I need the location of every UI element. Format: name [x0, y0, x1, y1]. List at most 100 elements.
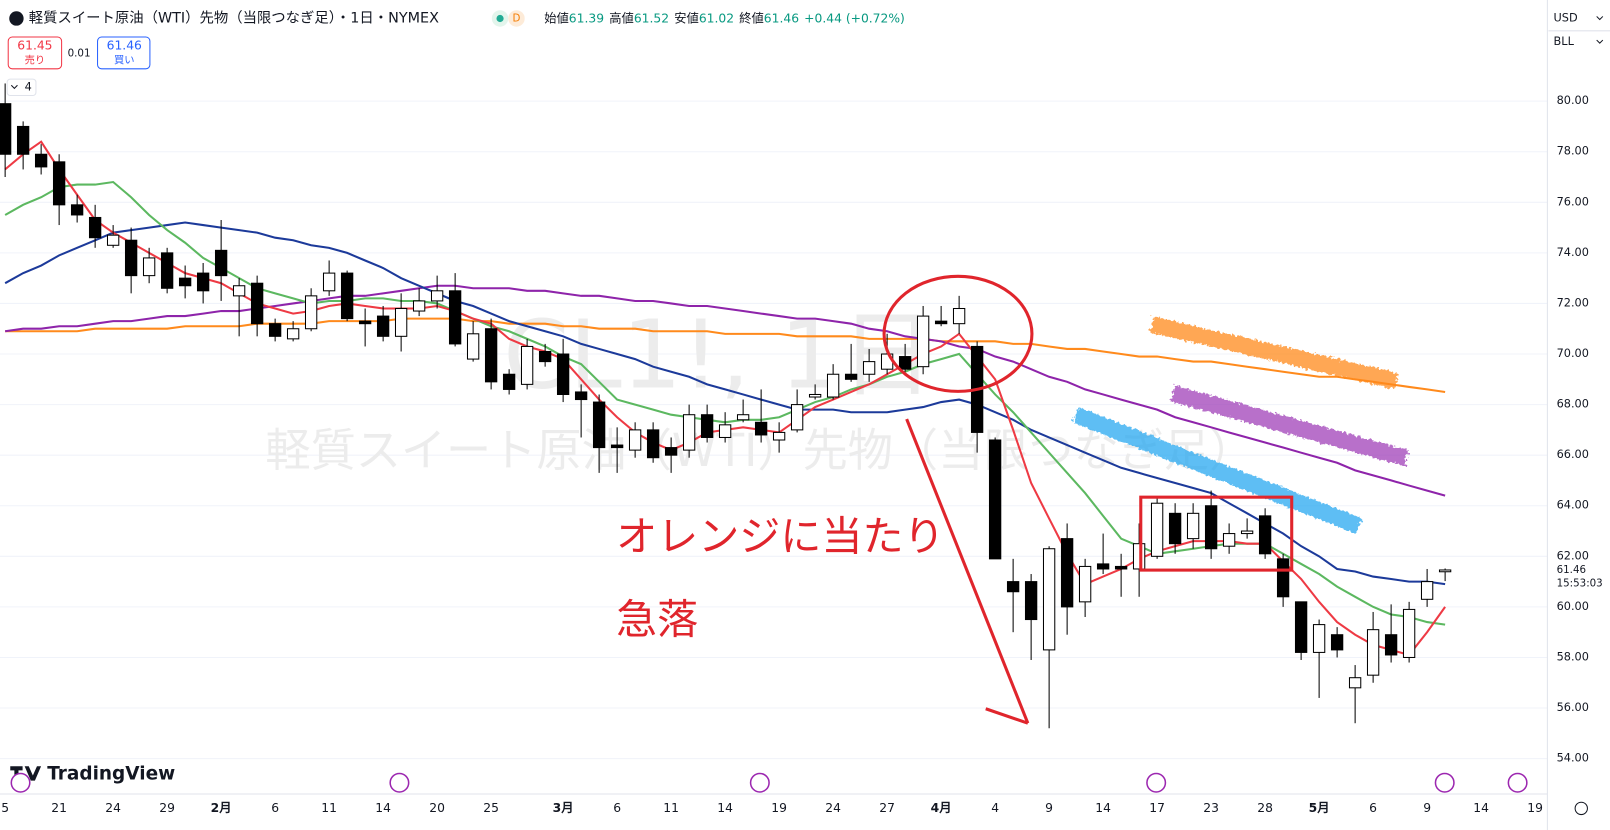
candle-body	[1312, 624, 1326, 653]
x-tick-label: 4	[991, 801, 999, 815]
event-icon[interactable]	[1146, 772, 1167, 793]
plot	[0, 83, 1452, 729]
currency[interactable]: USD	[1554, 11, 1578, 24]
candle-body	[592, 401, 606, 449]
symbol-title[interactable]: 軽質スイート原油（WTI）先物（当限つなぎ足）・1日・NYMEX	[29, 8, 439, 26]
candle-body	[484, 328, 498, 383]
y-tick-label: 76.00	[1557, 195, 1589, 208]
x-tick-label: 19	[771, 801, 787, 815]
event-icon[interactable]	[10, 772, 31, 793]
candle-body	[1168, 512, 1182, 545]
candle-body	[1402, 608, 1416, 658]
x-tick-label: 25	[483, 801, 499, 815]
ohlc-value: 61.39	[569, 11, 604, 25]
candle-body	[142, 257, 156, 277]
ohlc-value: 61.46	[764, 11, 799, 25]
candle-body	[70, 204, 84, 216]
candle-body	[52, 161, 66, 206]
candle-body	[898, 356, 912, 370]
x-tick-label: 9	[1423, 801, 1431, 815]
x-tick-label: 2月	[211, 801, 232, 815]
event-icon[interactable]	[749, 772, 770, 793]
ohlc-label: 終値	[739, 10, 764, 25]
candle-body	[340, 272, 354, 320]
candle-body	[0, 103, 12, 155]
y-tick-label: 70.00	[1557, 347, 1589, 360]
candle-body	[538, 350, 552, 363]
ohlc-value: 61.02	[699, 11, 734, 25]
x-tick-label: 6	[613, 801, 621, 815]
candle-body	[1384, 634, 1398, 656]
candle-body	[664, 447, 678, 456]
settings-icon[interactable]	[1574, 801, 1588, 816]
candle-body	[700, 414, 714, 438]
candle-body	[1006, 581, 1020, 593]
ohlc-value: 61.52	[634, 11, 669, 25]
x-tick-label: 24	[825, 801, 841, 815]
unit[interactable]: BLL	[1554, 35, 1575, 48]
candle-body	[322, 272, 336, 292]
delay-badge[interactable]	[508, 10, 525, 27]
event-icon[interactable]	[1434, 772, 1455, 793]
moving-average	[5, 317, 1446, 393]
candle-body	[1258, 515, 1272, 555]
candle-body	[358, 320, 372, 325]
x-tick-label: 27	[879, 801, 895, 815]
candle-body	[430, 290, 444, 302]
candle-body	[826, 373, 840, 398]
brush-purple	[1170, 385, 1409, 467]
ohlc-change: +0.44 (+0.72%)	[804, 11, 905, 25]
x-tick-label: 23	[1203, 801, 1219, 815]
x-tick-label: 29	[159, 801, 175, 815]
status-dot	[496, 14, 504, 23]
moving-average	[4, 221, 1446, 586]
candle-body	[160, 252, 174, 289]
candle-body	[610, 444, 624, 449]
candle-body	[502, 373, 516, 390]
candle-body	[466, 333, 480, 360]
candle-body	[304, 295, 318, 330]
x-tick-label: 6	[1369, 801, 1377, 815]
x-tick-label: 14	[1095, 801, 1111, 815]
x-tick-label: 4月	[931, 801, 952, 815]
candle-body	[844, 373, 858, 380]
event-icon[interactable]	[389, 772, 410, 793]
ohlc: 始値61.39 高値61.52 安値61.02 終値61.46 +0.44 (+0.72…	[544, 10, 905, 25]
y-tick-label: 68.00	[1557, 398, 1589, 411]
candle-body	[556, 353, 570, 395]
x-tick-label: 6	[271, 801, 279, 815]
indicator-toggle[interactable]	[6, 78, 37, 97]
y-tick-label: 62.00	[1557, 549, 1589, 562]
buy-button[interactable]	[97, 36, 151, 70]
y-tick-label: 78.00	[1557, 145, 1589, 158]
candle-body	[1024, 581, 1038, 621]
x-tick-label: 11	[663, 801, 679, 815]
x-tick-label: 17	[1149, 801, 1165, 815]
candle-body	[1348, 677, 1362, 689]
y-tick-label: 66.00	[1557, 448, 1589, 461]
candle-body	[646, 429, 660, 459]
y-tick-label: 64.00	[1557, 499, 1589, 512]
logo-text: TradingView	[47, 764, 175, 785]
brush-blue	[1073, 407, 1362, 534]
candle-body	[1042, 548, 1056, 651]
event-icon[interactable]	[1507, 772, 1528, 793]
candle-body	[1186, 512, 1200, 540]
chevron	[1596, 39, 1604, 44]
x-tick-label: 20	[429, 801, 445, 815]
candle-body	[754, 421, 768, 436]
header: 軽質スイート原油（WTI）先物（当限つなぎ足）・1日・NYMEX D 始値61.…	[6, 8, 1610, 97]
sell-button[interactable]	[7, 36, 63, 70]
candle-body	[1150, 502, 1164, 557]
ohlc-label: 始値	[544, 10, 569, 25]
countdown: 15:53:03	[1557, 577, 1603, 589]
candle-body	[124, 239, 138, 277]
y-tick-label: 58.00	[1557, 650, 1589, 663]
axes: 54.00 56.00 58.00 60.00 62.00 64.00 66.00 68.00…	[1, 94, 1603, 815]
y-tick-label: 54.00	[1557, 752, 1589, 765]
sell-label: 売り	[25, 54, 46, 67]
ohlc-label: 高値	[609, 10, 634, 25]
